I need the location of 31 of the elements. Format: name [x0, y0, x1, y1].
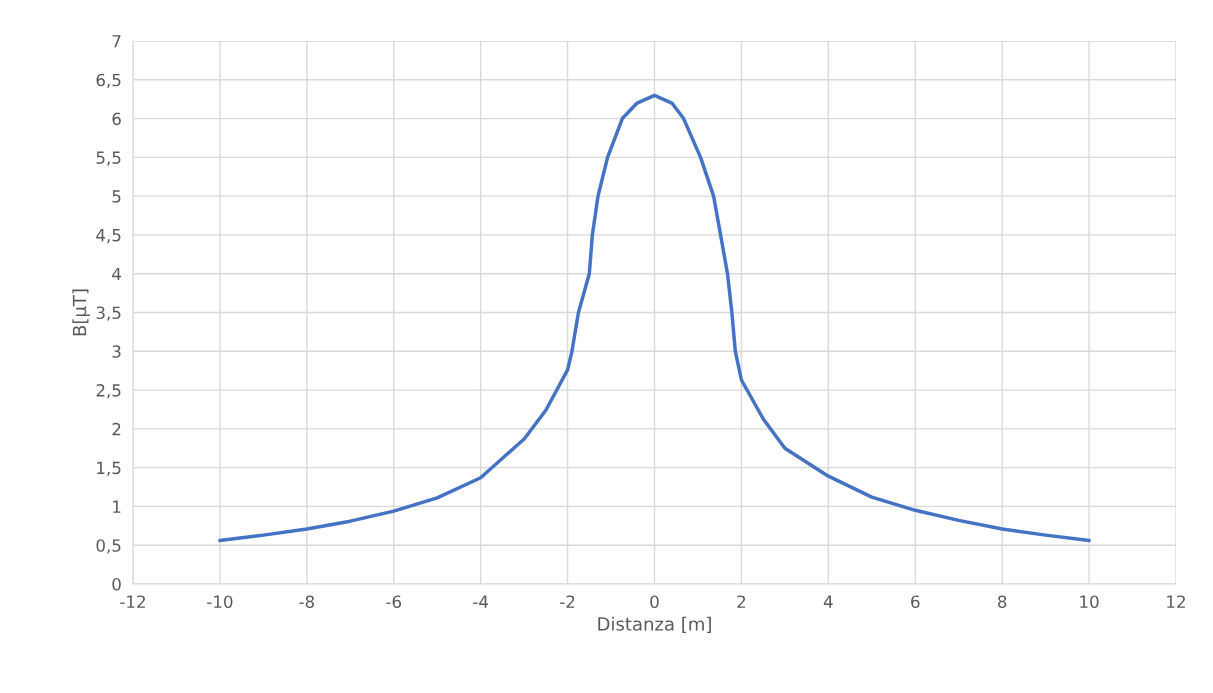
x-tick-label: 6	[911, 595, 920, 609]
y-tick-label: 2	[112, 422, 121, 436]
y-tick-label: 0,5	[96, 539, 121, 554]
y-tick-label: 5	[112, 190, 121, 203]
y-tick-label: 4,5	[96, 229, 121, 244]
x-axis-title: Distanza [m]	[598, 616, 711, 633]
x-tick-label: 2	[737, 595, 746, 608]
line-series	[218, 93, 1091, 543]
x-tick-label: -8	[299, 595, 314, 609]
x-tick-label: -10	[207, 595, 233, 609]
y-tick-label: 6	[112, 112, 121, 126]
x-tick-label: 4	[823, 595, 833, 608]
y-axis-title: B[µT]	[72, 289, 90, 336]
y-tick-label: 6,5	[96, 73, 121, 89]
x-tick-label: -4	[473, 595, 489, 608]
y-tick-label: 2,5	[96, 384, 121, 399]
y-tick-label: 4	[112, 267, 121, 281]
x-tick-label: -2	[560, 595, 575, 608]
y-tick-label: 0	[112, 577, 121, 591]
x-tick-label: 10	[1080, 595, 1099, 609]
x-tick-label: 8	[997, 595, 1007, 609]
y-tick-label: 5,5	[96, 151, 121, 166]
y-tick-label: 1	[113, 500, 121, 513]
x-tick-label: 0	[650, 595, 659, 609]
y-tick-label: 3,5	[96, 306, 121, 321]
y-tick-label: 1,5	[97, 461, 121, 476]
x-tick-label: -12	[120, 595, 145, 608]
x-tick-label: 12	[1167, 595, 1185, 608]
y-tick-label: 7	[112, 35, 121, 48]
x-tick-label: -6	[386, 595, 402, 609]
y-tick-label: 3	[112, 345, 121, 358]
